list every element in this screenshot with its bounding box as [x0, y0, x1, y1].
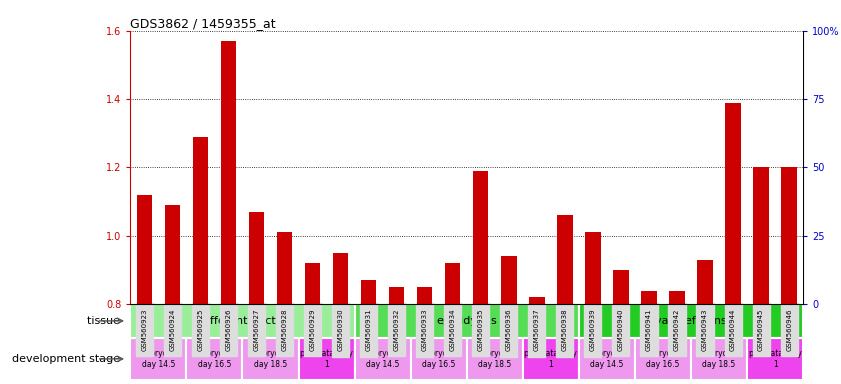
Point: [727, 69, 740, 75]
Bar: [529, 297, 545, 304]
Text: embryonic
day 14.5: embryonic day 14.5: [362, 349, 403, 369]
Bar: [747, 338, 803, 380]
Text: epididymis: epididymis: [436, 316, 497, 326]
Bar: [355, 338, 410, 380]
Point: [502, 247, 516, 253]
Point: [670, 132, 684, 138]
Bar: [242, 338, 299, 380]
Text: GDS3862 / 1459355_at: GDS3862 / 1459355_at: [130, 17, 276, 30]
Point: [754, 41, 768, 48]
Point: [278, 88, 291, 94]
Text: embryonic
day 18.5: embryonic day 18.5: [474, 349, 515, 369]
Bar: [697, 260, 713, 304]
Bar: [613, 270, 629, 304]
Bar: [299, 338, 355, 380]
Point: [474, 41, 488, 48]
Bar: [249, 212, 264, 304]
Bar: [165, 205, 180, 304]
Point: [138, 77, 151, 83]
Bar: [130, 338, 187, 380]
Bar: [355, 304, 579, 338]
Text: vas deferens: vas deferens: [655, 316, 727, 326]
Text: development stage: development stage: [12, 354, 124, 364]
Text: postnatal day
1: postnatal day 1: [748, 349, 801, 369]
Bar: [361, 280, 377, 304]
Point: [334, 178, 347, 184]
Text: embryonic
day 14.5: embryonic day 14.5: [587, 349, 627, 369]
Point: [698, 219, 711, 225]
Bar: [220, 41, 236, 304]
Bar: [635, 338, 691, 380]
Point: [643, 205, 656, 212]
Point: [390, 186, 404, 192]
Point: [586, 60, 600, 66]
Point: [306, 137, 320, 143]
Bar: [389, 287, 405, 304]
Text: embryonic
day 16.5: embryonic day 16.5: [419, 349, 459, 369]
Bar: [523, 338, 579, 380]
Text: efferent ducts: efferent ducts: [204, 316, 282, 326]
Point: [250, 50, 263, 56]
Point: [193, 60, 207, 66]
Text: tissue: tissue: [87, 316, 124, 326]
Point: [614, 151, 627, 157]
Point: [530, 260, 543, 266]
Bar: [725, 103, 741, 304]
Point: [362, 151, 375, 157]
Point: [782, 88, 796, 94]
Point: [558, 88, 572, 94]
Point: [446, 178, 459, 184]
Text: postnatal day
1: postnatal day 1: [300, 349, 353, 369]
Text: embryonic
day 14.5: embryonic day 14.5: [138, 349, 178, 369]
Bar: [669, 291, 685, 304]
Bar: [445, 263, 461, 304]
Text: embryonic
day 16.5: embryonic day 16.5: [643, 349, 683, 369]
Bar: [691, 338, 747, 380]
Bar: [130, 304, 355, 338]
Bar: [193, 137, 209, 304]
Bar: [304, 263, 320, 304]
Point: [222, 36, 235, 42]
Bar: [641, 291, 657, 304]
Bar: [467, 338, 523, 380]
Text: postnatal day
1: postnatal day 1: [525, 349, 577, 369]
Bar: [579, 304, 803, 338]
Bar: [333, 253, 348, 304]
Text: embryonic
day 16.5: embryonic day 16.5: [194, 349, 235, 369]
Bar: [501, 257, 516, 304]
Bar: [187, 338, 242, 380]
Text: embryonic
day 18.5: embryonic day 18.5: [699, 349, 739, 369]
Bar: [585, 232, 600, 304]
Bar: [781, 167, 797, 304]
Text: embryonic
day 18.5: embryonic day 18.5: [251, 349, 291, 369]
Point: [166, 104, 179, 110]
Bar: [754, 167, 769, 304]
Bar: [473, 171, 489, 304]
Bar: [417, 287, 432, 304]
Bar: [410, 338, 467, 380]
Bar: [277, 232, 293, 304]
Bar: [557, 215, 573, 304]
Bar: [579, 338, 635, 380]
Bar: [136, 195, 152, 304]
Point: [418, 197, 431, 204]
